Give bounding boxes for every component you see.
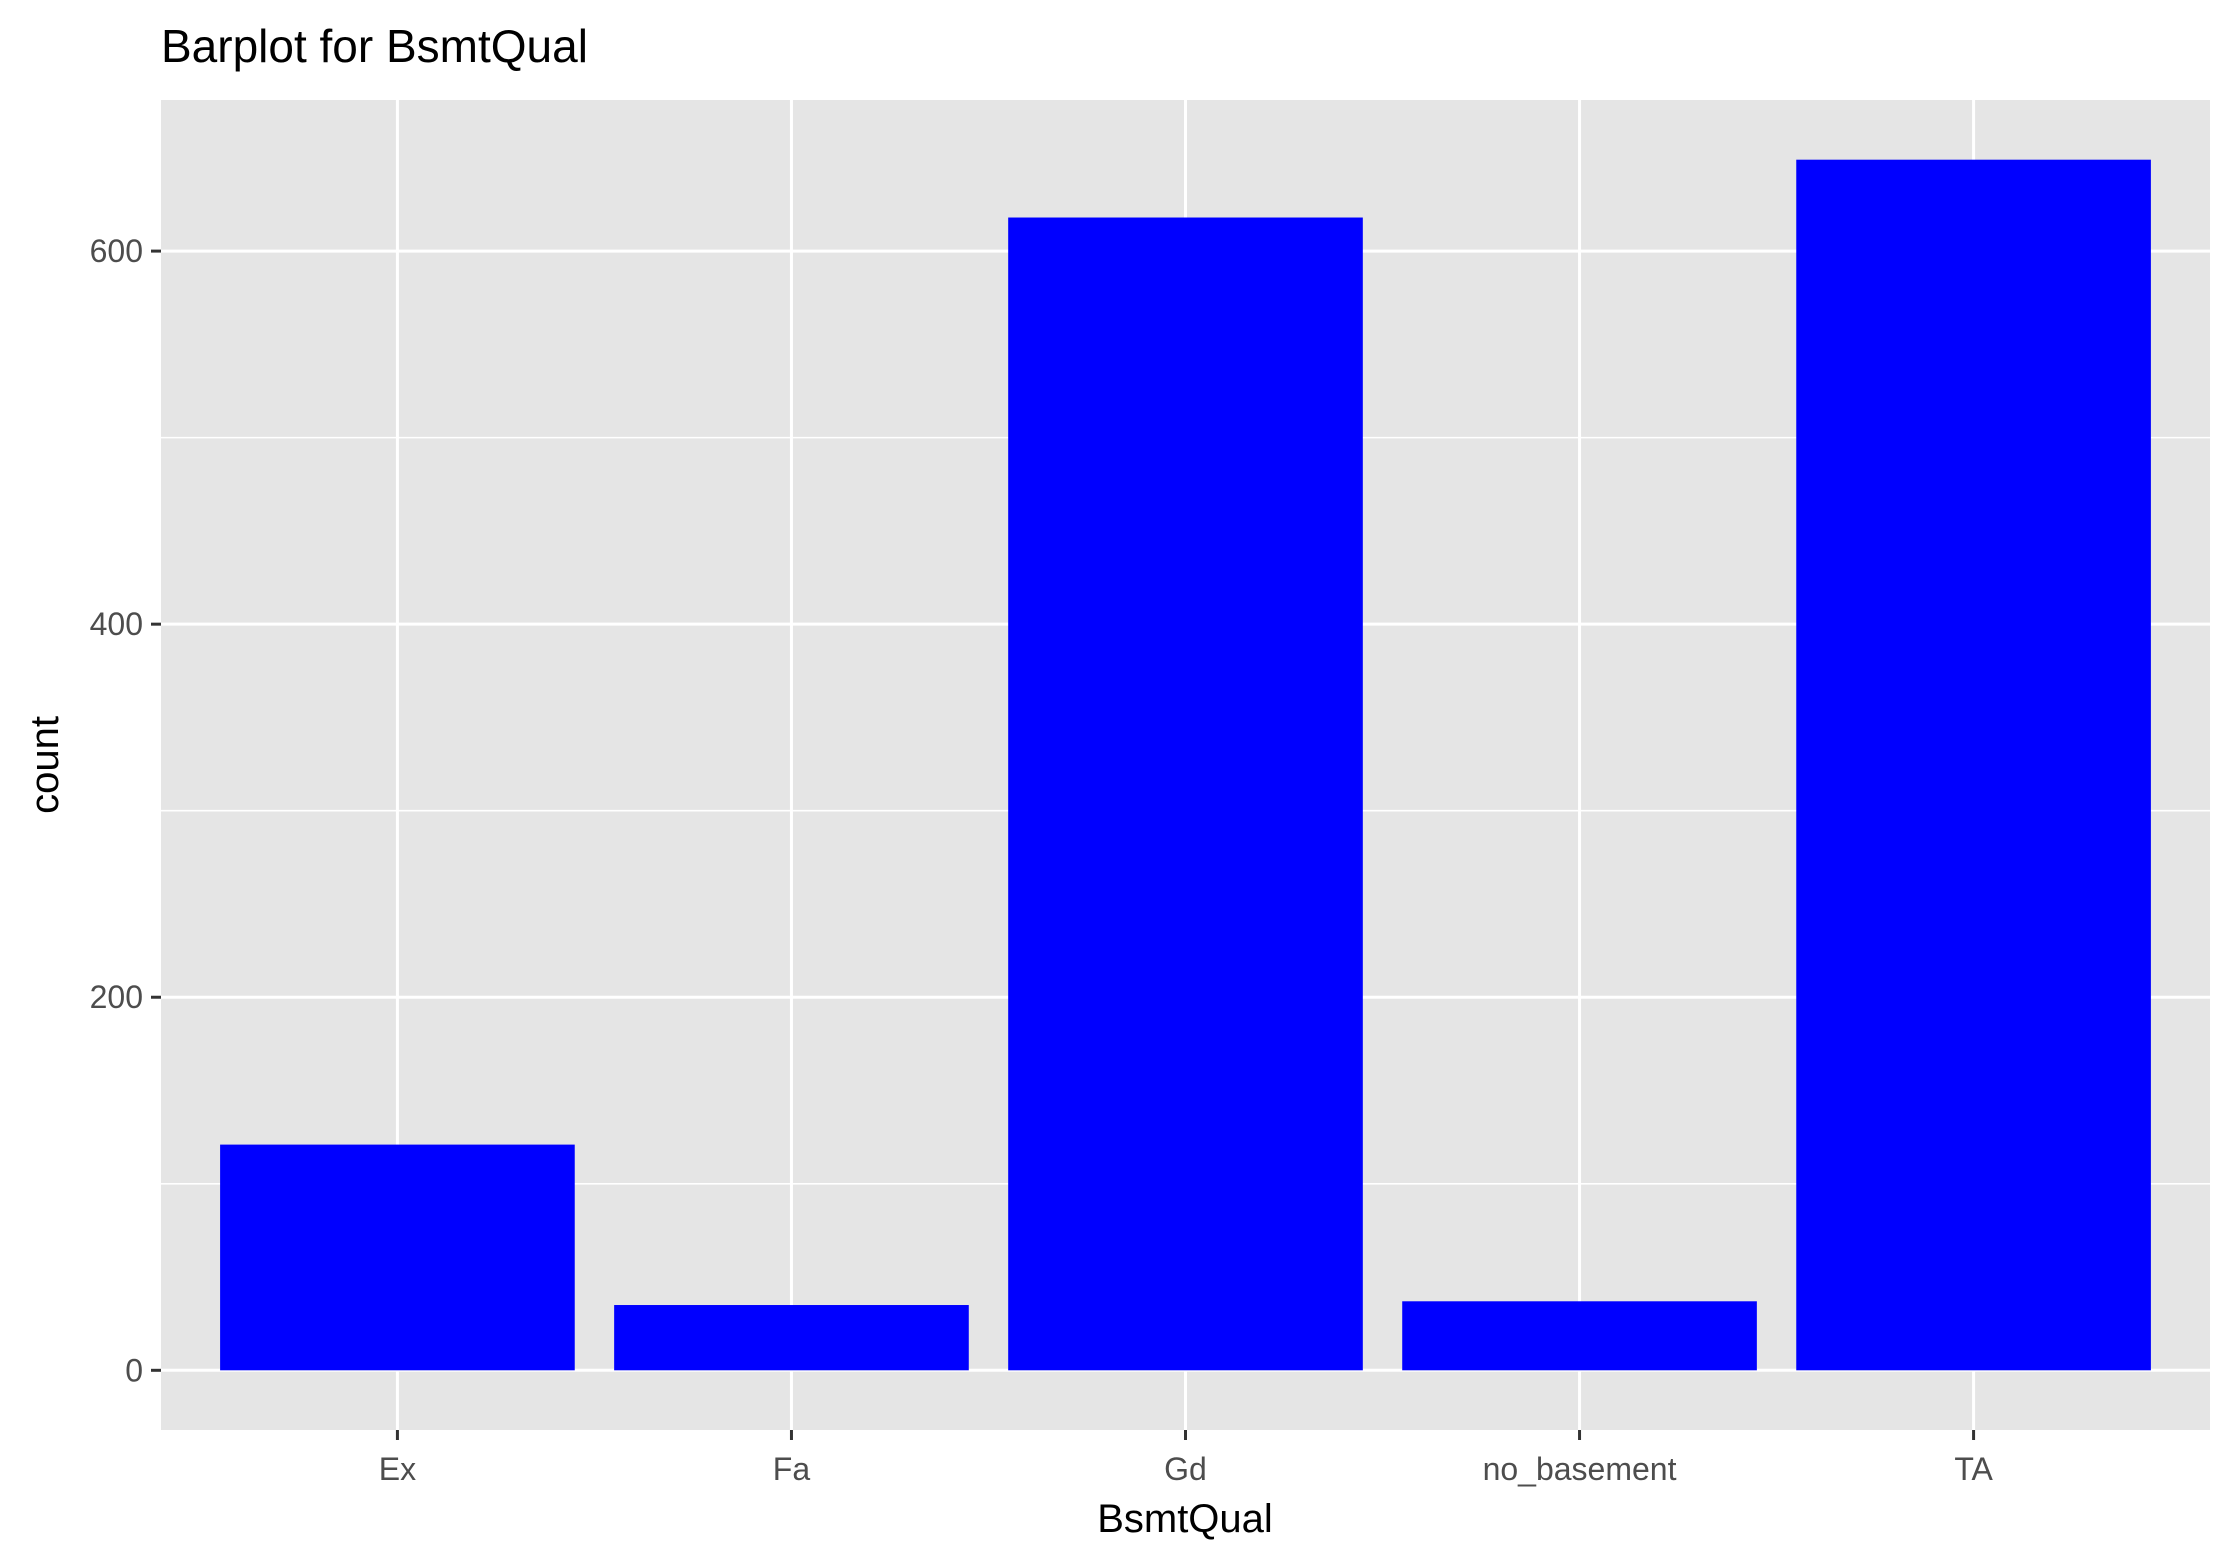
- x-tick-label: Gd: [1164, 1451, 1207, 1487]
- x-tick-label: TA: [1954, 1451, 1993, 1487]
- y-axis: 0 200 400 600: [90, 233, 161, 1388]
- bar-Gd: [1008, 217, 1363, 1371]
- bar-Ex: [220, 1144, 575, 1371]
- y-tick-label: 200: [90, 979, 143, 1015]
- chart-title: Barplot for BsmtQual: [161, 20, 588, 72]
- y-tick-label: 600: [90, 233, 143, 269]
- bar-no_basement: [1402, 1301, 1757, 1371]
- bars: [220, 159, 2151, 1371]
- x-tick-label: no_basement: [1483, 1451, 1677, 1487]
- x-tick-label: Fa: [773, 1451, 811, 1487]
- y-axis-title: count: [23, 716, 67, 814]
- x-axis-title: BsmtQual: [1097, 1497, 1273, 1541]
- x-axis: Ex Fa Gd no_basement TA: [379, 1430, 1993, 1487]
- y-tick-label: 400: [90, 606, 143, 642]
- y-tick-label: 0: [125, 1352, 143, 1388]
- x-tick-label: Ex: [379, 1451, 416, 1487]
- bar-TA: [1796, 159, 2151, 1371]
- bar-Fa: [614, 1305, 969, 1371]
